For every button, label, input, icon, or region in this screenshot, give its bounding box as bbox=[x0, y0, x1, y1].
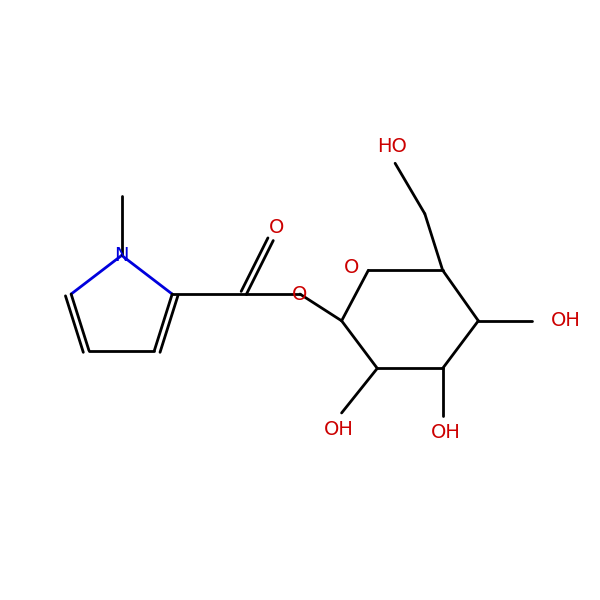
Text: OH: OH bbox=[431, 423, 461, 442]
Text: HO: HO bbox=[377, 137, 407, 156]
Text: OH: OH bbox=[551, 311, 581, 331]
Text: N: N bbox=[115, 246, 129, 265]
Text: O: O bbox=[344, 258, 359, 277]
Text: O: O bbox=[292, 284, 308, 304]
Text: OH: OH bbox=[324, 420, 353, 439]
Text: O: O bbox=[269, 218, 284, 237]
